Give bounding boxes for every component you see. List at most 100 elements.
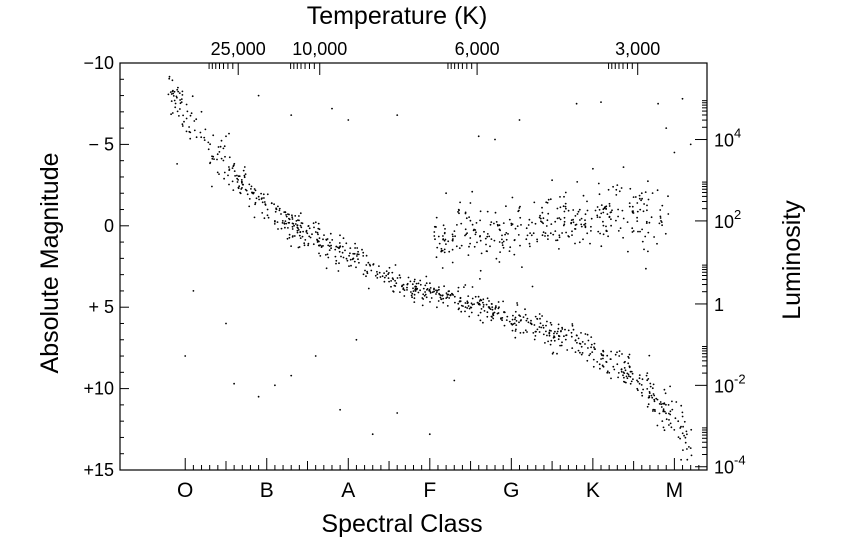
star-point bbox=[628, 353, 631, 356]
star-point bbox=[655, 397, 658, 400]
star-point bbox=[482, 298, 485, 301]
star-point bbox=[663, 410, 666, 413]
star-point bbox=[571, 347, 574, 349]
star-point bbox=[228, 168, 231, 171]
star-point bbox=[263, 201, 266, 203]
star-point bbox=[638, 194, 641, 197]
star-point bbox=[438, 288, 440, 291]
star-point bbox=[365, 275, 367, 278]
star-point bbox=[608, 216, 611, 219]
star-point bbox=[411, 296, 413, 299]
star-point bbox=[519, 205, 521, 208]
star-point bbox=[471, 190, 474, 193]
star-point bbox=[588, 354, 591, 357]
star-point bbox=[515, 320, 518, 322]
star-point bbox=[180, 101, 183, 103]
star-point bbox=[631, 231, 634, 233]
star-point bbox=[548, 334, 551, 337]
star-point bbox=[649, 385, 652, 388]
star-point bbox=[629, 370, 632, 373]
star-point bbox=[307, 244, 309, 247]
star-point bbox=[503, 324, 506, 327]
star-point bbox=[501, 238, 503, 241]
star-point bbox=[460, 304, 463, 307]
star-point bbox=[474, 295, 477, 298]
star-point bbox=[273, 203, 275, 206]
star-point bbox=[584, 213, 587, 216]
star-point bbox=[645, 220, 648, 223]
star-point bbox=[541, 211, 544, 214]
star-point bbox=[610, 218, 612, 221]
star-point bbox=[299, 231, 302, 234]
star-point bbox=[628, 202, 631, 205]
star-point bbox=[413, 297, 416, 300]
star-point bbox=[560, 330, 562, 332]
star-point bbox=[493, 222, 495, 225]
star-point bbox=[298, 234, 301, 237]
star-point bbox=[574, 224, 577, 226]
star-point bbox=[622, 236, 624, 239]
star-point bbox=[508, 218, 511, 221]
star-point bbox=[620, 368, 623, 371]
star-point bbox=[607, 235, 609, 238]
star-point bbox=[281, 220, 284, 222]
star-point bbox=[233, 162, 236, 165]
star-point bbox=[460, 244, 463, 247]
star-point bbox=[306, 232, 309, 235]
star-point bbox=[536, 238, 538, 241]
star-point bbox=[652, 393, 655, 395]
star-point bbox=[547, 212, 550, 215]
star-point bbox=[488, 300, 490, 302]
star-point bbox=[621, 209, 624, 212]
star-point bbox=[473, 228, 475, 231]
star-point bbox=[528, 242, 531, 245]
star-point bbox=[559, 344, 561, 347]
star-point bbox=[557, 338, 560, 341]
star-point bbox=[243, 174, 246, 177]
y-tick-label: −10 bbox=[83, 53, 114, 73]
star-point bbox=[212, 155, 215, 158]
star-point bbox=[482, 306, 485, 308]
star-point bbox=[550, 223, 553, 226]
star-point bbox=[562, 205, 565, 208]
star-point bbox=[636, 210, 639, 213]
star-point bbox=[532, 332, 535, 334]
star-point bbox=[181, 90, 184, 93]
star-point bbox=[606, 230, 608, 233]
star-point bbox=[352, 257, 355, 260]
star-point bbox=[563, 195, 565, 198]
star-point bbox=[578, 208, 581, 211]
star-point bbox=[385, 274, 388, 277]
star-point bbox=[192, 290, 195, 292]
star-point bbox=[318, 237, 321, 240]
star-point bbox=[514, 330, 517, 332]
luminosity-tick-label: 1 bbox=[714, 295, 724, 315]
star-point bbox=[257, 195, 260, 198]
star-point bbox=[559, 218, 562, 221]
star-point bbox=[303, 244, 306, 247]
star-point bbox=[459, 201, 461, 204]
star-point bbox=[458, 247, 461, 250]
star-point bbox=[533, 324, 536, 326]
star-point bbox=[530, 319, 532, 322]
star-point bbox=[413, 278, 416, 281]
star-point bbox=[293, 235, 296, 237]
x-axis-title: Spectral Class bbox=[321, 510, 482, 538]
star-point bbox=[644, 191, 647, 194]
star-point bbox=[407, 276, 410, 279]
star-point bbox=[301, 222, 304, 225]
star-point bbox=[685, 430, 688, 433]
star-point bbox=[541, 234, 544, 237]
star-point bbox=[468, 245, 470, 248]
star-point bbox=[529, 232, 531, 235]
star-point bbox=[275, 207, 277, 210]
star-point bbox=[638, 197, 641, 200]
star-point bbox=[291, 225, 294, 228]
star-point bbox=[661, 420, 664, 422]
star-point bbox=[582, 194, 585, 197]
star-point bbox=[448, 250, 451, 253]
star-point bbox=[549, 198, 552, 201]
star-point bbox=[636, 387, 639, 390]
star-point bbox=[665, 403, 667, 406]
